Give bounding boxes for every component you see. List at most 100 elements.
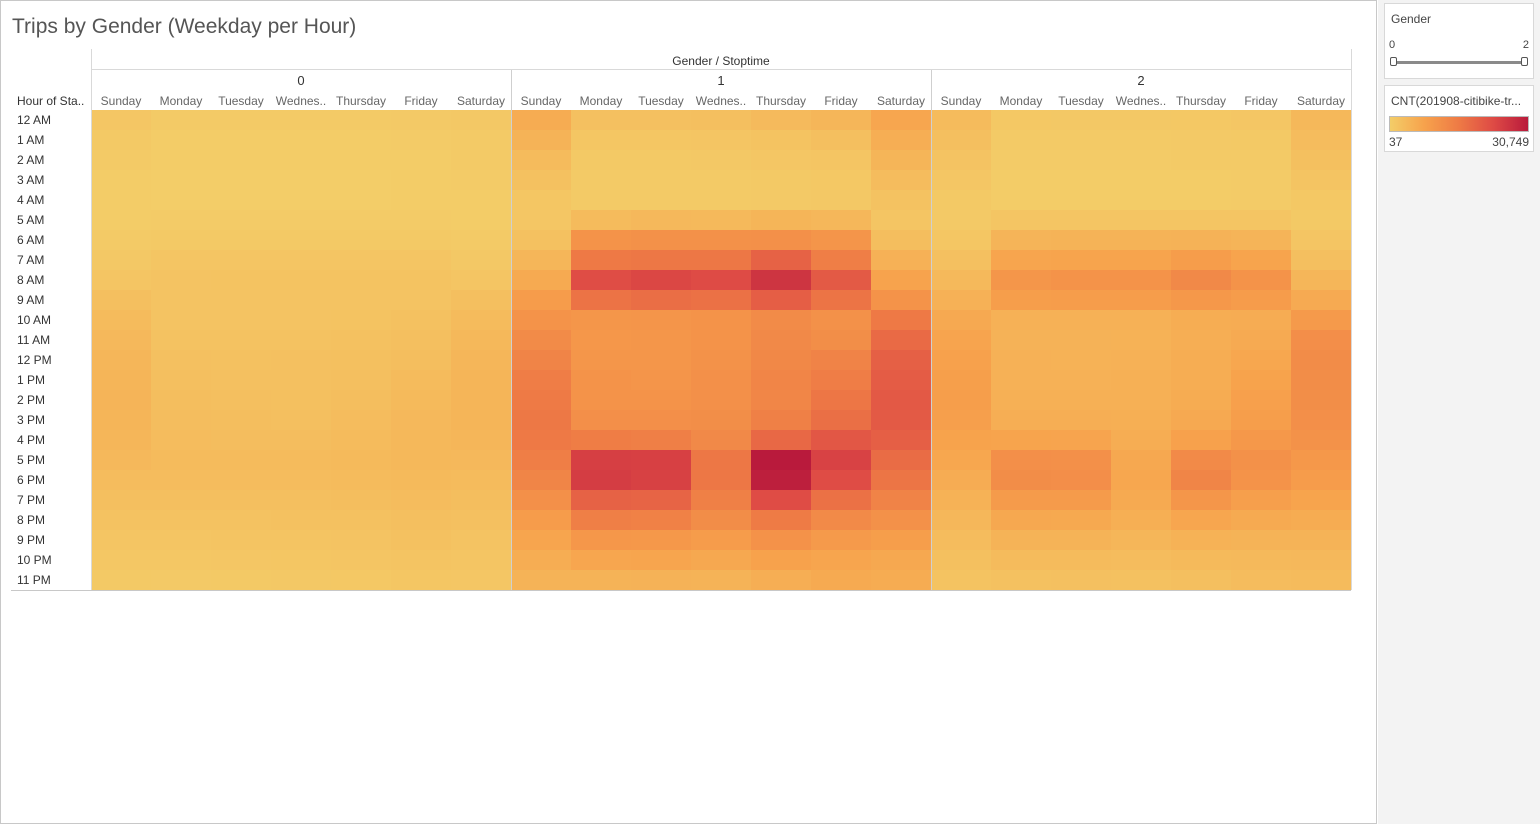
heatmap-cell	[751, 170, 811, 190]
weekday-label: Wednes..	[276, 94, 326, 108]
heatmap-cell	[751, 470, 811, 490]
heatmap-cell	[391, 450, 451, 470]
hour-label: 11 AM	[17, 333, 50, 347]
heatmap-cell	[1291, 270, 1351, 290]
heatmap-cell	[751, 510, 811, 530]
heatmap-cell	[391, 190, 451, 210]
hour-label: 3 AM	[17, 173, 44, 187]
heatmap-cell	[1231, 390, 1291, 410]
heatmap-cell	[691, 350, 751, 370]
gender-group-label: 2	[1137, 73, 1144, 88]
heatmap-cell	[811, 410, 871, 430]
heatmap-cell	[631, 310, 691, 330]
heatmap-cell	[511, 410, 571, 430]
heatmap-cell	[1051, 110, 1111, 130]
heatmap-cell	[1051, 510, 1111, 530]
hour-label: 7 PM	[17, 493, 45, 507]
heatmap-cell	[1111, 490, 1171, 510]
heatmap-cell	[811, 550, 871, 570]
hour-label: 10 AM	[17, 313, 51, 327]
heatmap-cell	[631, 350, 691, 370]
heatmap-cell	[451, 370, 511, 390]
gender-slider-min-handle[interactable]	[1390, 57, 1397, 66]
heatmap-cell	[1231, 190, 1291, 210]
heatmap-cell	[271, 510, 331, 530]
heatmap-cell	[151, 230, 211, 250]
heatmap-cell	[511, 530, 571, 550]
heatmap-cell	[1231, 310, 1291, 330]
heatmap-cell	[691, 150, 751, 170]
hour-label: 8 PM	[17, 513, 45, 527]
heatmap-cell	[211, 230, 271, 250]
weekday-label: Sunday	[521, 94, 562, 108]
heatmap-cell	[211, 370, 271, 390]
weekday-label: Saturday	[877, 94, 925, 108]
heatmap-cell	[151, 130, 211, 150]
heatmap-cell	[991, 570, 1051, 590]
heatmap-cell	[571, 550, 631, 570]
heatmap-cell	[91, 190, 151, 210]
heatmap-cell	[691, 450, 751, 470]
heatmap-cell	[1051, 570, 1111, 590]
heatmap-cell	[751, 430, 811, 450]
heatmap-cell	[211, 390, 271, 410]
heatmap-cell	[211, 170, 271, 190]
heatmap-cell	[331, 450, 391, 470]
heatmap-cell	[1051, 350, 1111, 370]
heatmap-cell	[871, 310, 931, 330]
heatmap-cell	[931, 330, 991, 350]
heatmap-cell	[1231, 230, 1291, 250]
heatmap-cell	[931, 310, 991, 330]
heatmap-cell	[571, 370, 631, 390]
heatmap-cell	[151, 290, 211, 310]
heatmap-cell	[1051, 230, 1111, 250]
heatmap-cell	[571, 290, 631, 310]
gender-filter-max: 2	[1522, 39, 1529, 51]
heatmap-cell	[211, 150, 271, 170]
hour-label: 11 PM	[17, 573, 51, 587]
heatmap-cell	[391, 470, 451, 490]
heatmap-cell	[1291, 250, 1351, 270]
heatmap-cell	[811, 230, 871, 250]
heatmap-cell	[151, 530, 211, 550]
heatmap-cell	[331, 110, 391, 130]
heatmap-cell	[1051, 550, 1111, 570]
heatmap-cell	[871, 270, 931, 290]
heatmap-cell	[1051, 150, 1111, 170]
heatmap-cell	[331, 330, 391, 350]
heatmap-cell	[751, 570, 811, 590]
heatmap-cell	[751, 350, 811, 370]
heatmap-chart: Gender / Stoptime 0 Sunday Monday Tuesday Wed…	[11, 49, 1352, 591]
heatmap-cell	[151, 370, 211, 390]
heatmap-cell	[571, 350, 631, 370]
heatmap-cell	[1291, 490, 1351, 510]
heatmap-cell	[1231, 270, 1291, 290]
heatmap-cell	[1111, 370, 1171, 390]
heatmap-cell	[811, 510, 871, 530]
heatmap-cell	[991, 290, 1051, 310]
gender-slider-max-handle[interactable]	[1521, 57, 1528, 66]
heatmap-cell	[511, 350, 571, 370]
heatmap-cell	[151, 430, 211, 450]
heatmap-cell	[1051, 330, 1111, 350]
heatmap-cell	[1051, 470, 1111, 490]
heatmap-cell	[151, 510, 211, 530]
heatmap-cell	[1171, 330, 1231, 350]
heatmap-cell	[331, 550, 391, 570]
heatmap-cell	[1231, 450, 1291, 470]
color-legend-max: 30,749	[1492, 135, 1529, 149]
color-legend-bar	[1389, 116, 1529, 132]
hour-label: 6 AM	[17, 233, 44, 247]
heatmap-cell	[811, 250, 871, 270]
heatmap-cell	[211, 470, 271, 490]
heatmap-cell	[631, 530, 691, 550]
heatmap-cell	[91, 230, 151, 250]
gender-slider-track[interactable]	[1394, 61, 1524, 64]
heatmap-cell	[451, 490, 511, 510]
heatmap-cell	[511, 170, 571, 190]
heatmap-cell	[1171, 190, 1231, 210]
heatmap-cell	[1231, 470, 1291, 490]
heatmap-cell	[991, 410, 1051, 430]
heatmap-cell	[91, 290, 151, 310]
heatmap-cell	[811, 190, 871, 210]
